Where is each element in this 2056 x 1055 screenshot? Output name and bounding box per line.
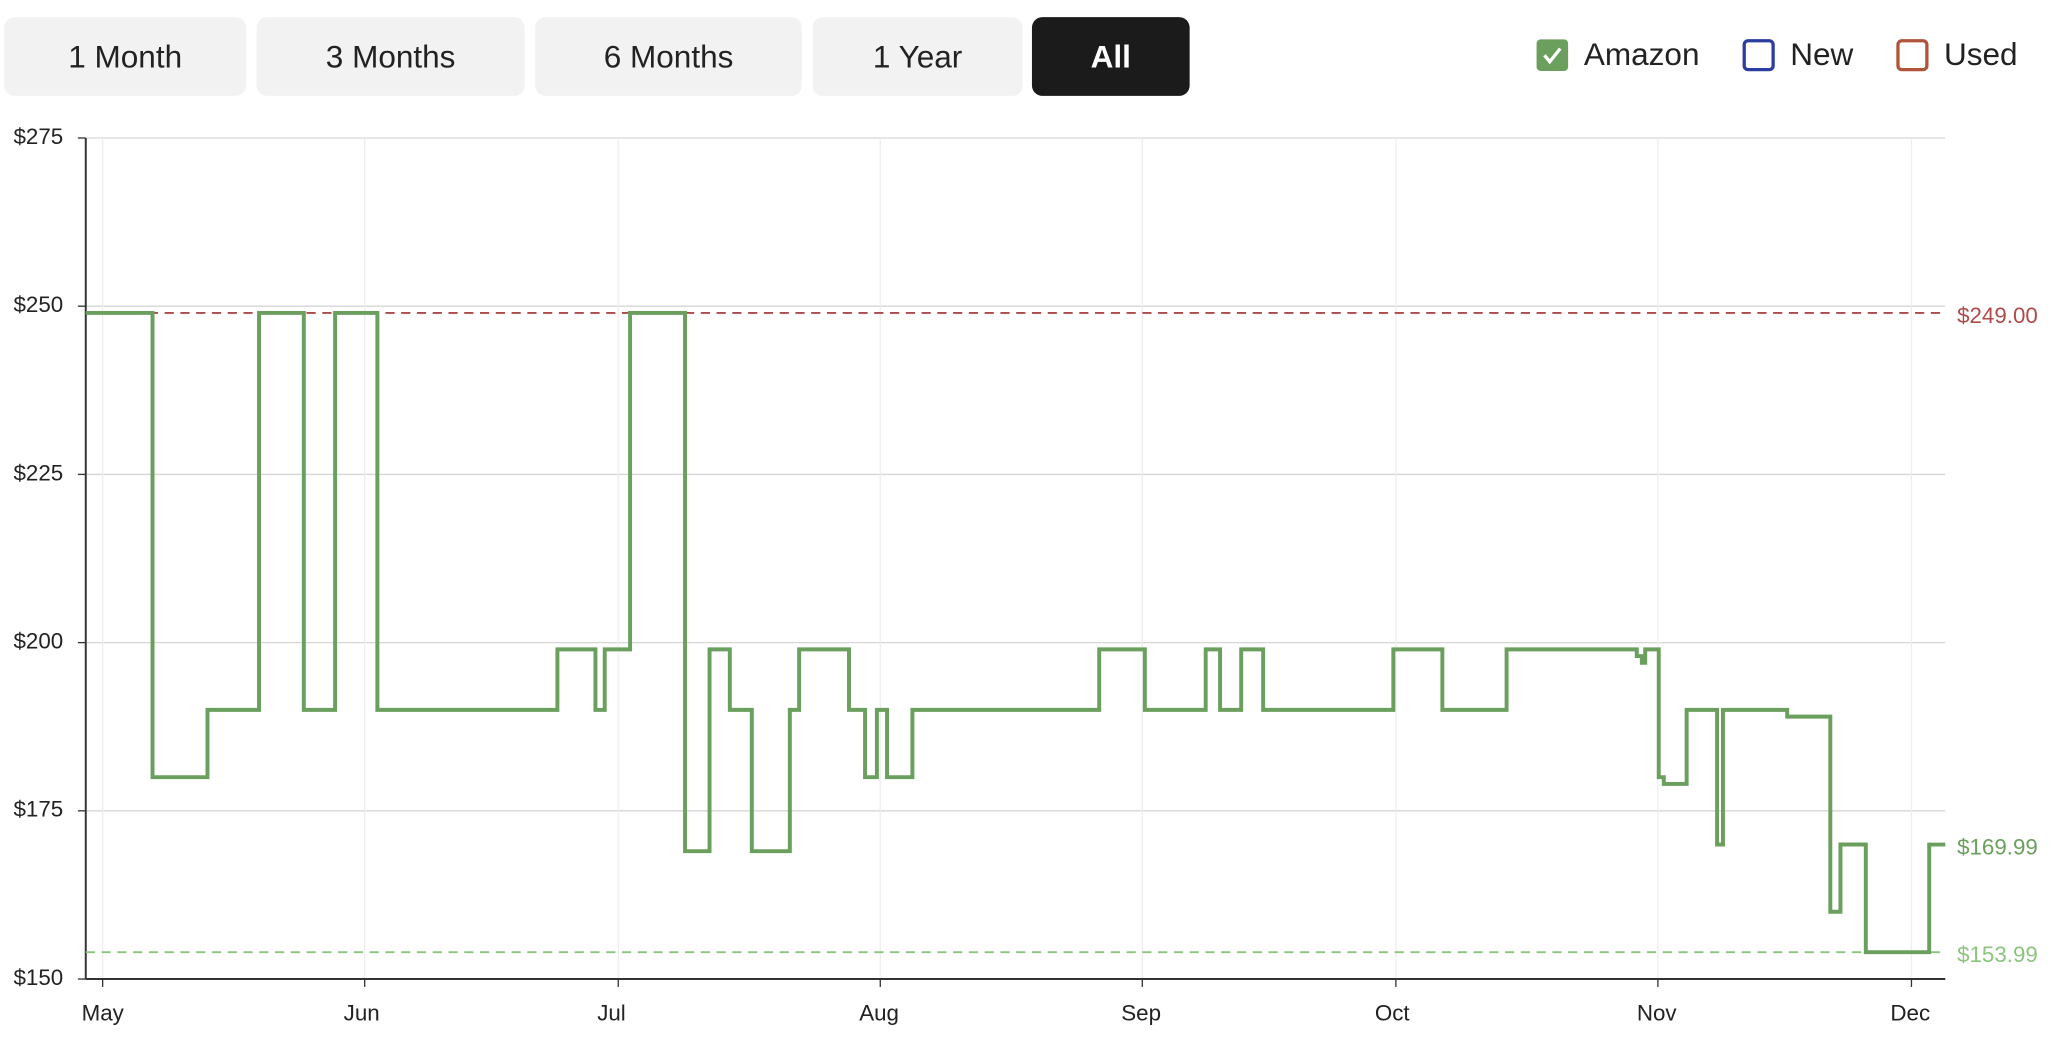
reference-label: $169.99 bbox=[1957, 834, 2038, 859]
x-tick-label: Jun bbox=[344, 1000, 380, 1025]
x-tick-label: Dec bbox=[1890, 1000, 1930, 1025]
range-button-label[interactable]: All bbox=[1091, 38, 1131, 74]
x-tick-label: Oct bbox=[1375, 1000, 1411, 1025]
x-tick-label: Jul bbox=[597, 1000, 626, 1025]
x-tick-label: Aug bbox=[859, 1000, 899, 1025]
y-tick-label: $175 bbox=[13, 797, 63, 822]
x-tick-label: Sep bbox=[1121, 1000, 1161, 1025]
legend-label[interactable]: New bbox=[1790, 36, 1853, 72]
range-button[interactable] bbox=[256, 17, 525, 96]
range-button-label[interactable]: 6 Months bbox=[604, 38, 734, 74]
legend-checkbox[interactable] bbox=[1896, 39, 1929, 72]
range-button[interactable] bbox=[1031, 17, 1190, 96]
legend-checkbox[interactable] bbox=[1742, 39, 1775, 72]
y-tick-label: $275 bbox=[13, 124, 63, 149]
y-tick-label: $225 bbox=[13, 460, 63, 485]
x-tick-label: May bbox=[82, 1000, 125, 1025]
range-button[interactable] bbox=[812, 17, 1023, 96]
range-button-label[interactable]: 1 Month bbox=[68, 38, 182, 74]
y-tick-label: $250 bbox=[13, 292, 63, 317]
legend-checkbox[interactable] bbox=[1536, 39, 1569, 71]
y-tick-label: $150 bbox=[13, 965, 63, 990]
y-tick-label: $200 bbox=[13, 629, 63, 654]
price-line bbox=[85, 310, 1946, 955]
range-button-label[interactable]: 1 Year bbox=[873, 38, 962, 74]
range-button-label[interactable]: 3 Months bbox=[326, 38, 456, 74]
legend-label[interactable]: Amazon bbox=[1584, 36, 1700, 72]
legend-label[interactable]: Used bbox=[1944, 36, 2018, 72]
reference-label: $153.99 bbox=[1957, 942, 2038, 967]
range-button[interactable] bbox=[4, 17, 247, 96]
range-button[interactable] bbox=[535, 17, 802, 96]
checkmark bbox=[1543, 47, 1562, 65]
reference-label: $249.00 bbox=[1957, 303, 2038, 328]
x-tick-label: Nov bbox=[1637, 1000, 1678, 1025]
